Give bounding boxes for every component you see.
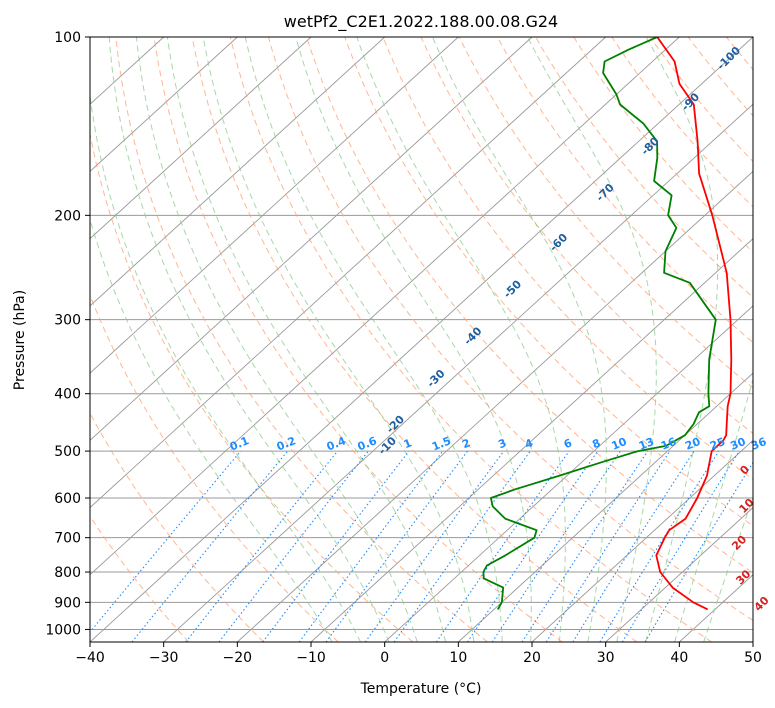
moist-adiabat-line [645, 37, 719, 642]
mixing-ratio-line [467, 450, 599, 642]
mixing-ratio-label: 13 [637, 435, 656, 453]
isotherm-line [384, 305, 753, 642]
mixing-ratio-line [545, 450, 671, 642]
isotherm-line [163, 103, 753, 642]
mixing-ratio-label: 8 [590, 436, 602, 451]
moist-adiabat-line [432, 37, 607, 642]
isotherm-line [531, 439, 753, 642]
moist-adiabat-line [108, 37, 390, 642]
dry-adiabat-line [191, 37, 638, 642]
isotherm-line [90, 37, 533, 441]
isotherm-line [90, 37, 680, 576]
x-tick-label: −30 [149, 650, 179, 666]
mixing-ratio-line [491, 450, 621, 642]
moist-adiabat-line [356, 37, 566, 642]
y-tick-label: 100 [54, 30, 81, 46]
dry-adiabat-line [153, 37, 563, 642]
x-tick-label: −20 [223, 650, 253, 666]
dry-adiabat-line [268, 37, 753, 622]
y-tick-label: 300 [54, 313, 81, 329]
x-axis-label: Temperature (°C) [360, 681, 482, 697]
dry-adiabat-line [306, 37, 753, 574]
isotherm-line [90, 37, 312, 240]
y-tick-label: 400 [54, 387, 81, 403]
mixing-ratio-label: 30 [728, 435, 747, 453]
moist-adiabat-line [244, 37, 503, 642]
isotherm-line [90, 37, 607, 509]
isotherm-line [236, 170, 753, 642]
y-tick-label: 700 [54, 531, 81, 547]
mixing-ratio-label: 25 [708, 435, 727, 453]
isotherm-line [310, 238, 753, 642]
x-tick-label: −10 [296, 650, 326, 666]
mixing-ratio-line [298, 450, 444, 642]
moist-adiabat-line [90, 217, 333, 642]
mixing-ratio-label: 10 [610, 435, 629, 453]
y-tick-label: 600 [54, 491, 81, 507]
y-tick-label: 500 [54, 444, 81, 460]
chart-title: wetPf2_C2E1.2022.188.00.08.G24 [284, 12, 558, 32]
x-tick-label: 10 [449, 650, 467, 666]
dry-adiabat-line [344, 37, 753, 527]
mixing-ratio-line [621, 450, 740, 642]
mixing-ratio-line [364, 450, 505, 642]
isotherm-line [605, 506, 753, 642]
mixing-ratio-line [325, 450, 468, 642]
dry-adiabat-line [90, 412, 264, 642]
mixing-ratio-line [90, 450, 242, 633]
isotherm-line [90, 37, 459, 374]
dry-adiabat-line [115, 37, 488, 642]
dry-adiabat-line [90, 515, 190, 642]
temperature-profile-line [655, 37, 733, 611]
y-tick-label: 1000 [45, 622, 81, 638]
y-tick-label: 200 [54, 208, 81, 224]
isotherm-line [90, 37, 753, 642]
x-tick-label: 40 [670, 650, 688, 666]
isotherm-line [90, 37, 238, 173]
mixing-ratio-label: 2 [460, 436, 472, 451]
dry-adiabat-line [229, 37, 712, 642]
dewpoint-profile-line [482, 37, 717, 610]
mixing-ratio-line [435, 450, 570, 642]
x-tick-label: −40 [75, 650, 105, 666]
moist-adiabat-line [703, 496, 753, 642]
x-tick-label: 0 [380, 650, 389, 666]
plot-frame [89, 36, 754, 643]
plot-area [90, 37, 753, 642]
isotherm-line [90, 37, 386, 307]
mixing-ratio-line [521, 450, 649, 642]
mixing-ratio-line [572, 450, 695, 642]
dry-adiabat-line [382, 37, 753, 481]
isotherm-line [457, 372, 753, 642]
mixing-ratio-label: 3 [496, 436, 508, 451]
dry-adiabat-line [90, 131, 414, 642]
mixing-ratio-line [262, 450, 410, 642]
mixing-ratio-label: 36 [749, 435, 768, 453]
moist-adiabat-line [295, 37, 532, 642]
moist-adiabat-line [674, 377, 753, 642]
y-tick-label: 900 [54, 595, 81, 611]
moist-adiabat-line [135, 37, 418, 642]
mixing-ratio-line [131, 450, 289, 642]
moist-adiabat-line [90, 91, 362, 642]
x-tick-label: 30 [597, 650, 615, 666]
y-axis-label: Pressure (hPa) [12, 290, 28, 390]
y-tick-label: 800 [54, 565, 81, 581]
mixing-ratio-label: 1 [402, 436, 414, 451]
moist-adiabat-line [166, 37, 446, 642]
x-tick-label: 20 [523, 650, 541, 666]
mixing-ratio-label: 20 [683, 435, 702, 453]
dry-adiabat-line [535, 37, 753, 298]
mixing-ratio-line [185, 450, 339, 642]
mixing-ratio-label: 16 [659, 435, 678, 453]
x-tick-label: 50 [744, 650, 762, 666]
moist-adiabat-line [202, 37, 475, 642]
axes: −40 −30 −20 −10 0 10 20 30 40 50 100 200 300 400 500 60… [45, 30, 762, 666]
